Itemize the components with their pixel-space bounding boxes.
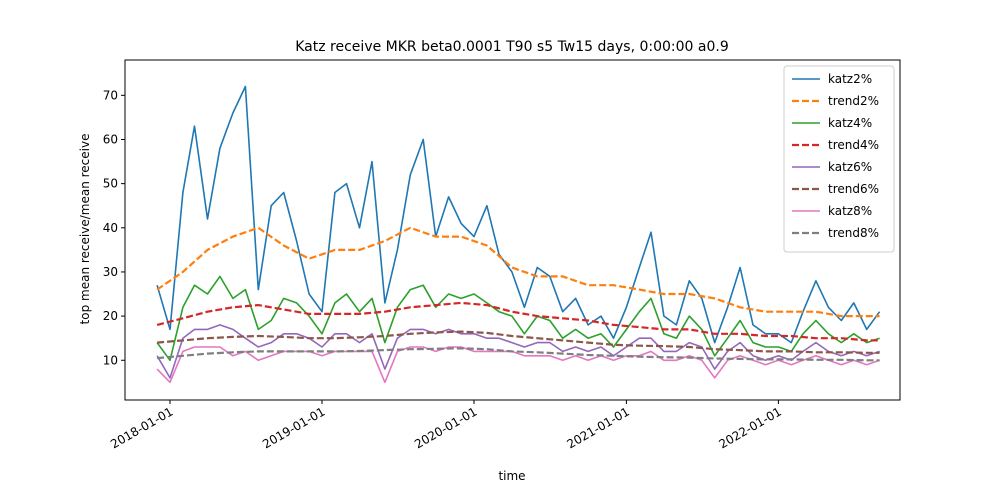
plot-frame <box>124 59 901 401</box>
series-line-trend2pct <box>156 226 880 318</box>
legend-label: trend8% <box>828 226 879 240</box>
series-line-katz2pct <box>156 85 881 344</box>
legend-label: trend2% <box>828 94 879 108</box>
x-axis-label: time <box>498 469 525 483</box>
chart-title: Katz receive MKR beta0.0001 T90 s5 Tw15 … <box>295 39 728 55</box>
series-line-katz8pct <box>156 346 880 384</box>
y-tick-label: 10 <box>103 353 118 367</box>
legend: katz2% trend2% katz4% trend4% katz6% trend6% k… <box>783 65 895 253</box>
legend-label: katz2% <box>828 72 872 86</box>
y-tick-label: 50 <box>103 177 118 191</box>
series-line-trend8pct <box>157 347 880 362</box>
y-tick-label: 60 <box>103 132 118 146</box>
y-tick-label: 70 <box>103 88 118 102</box>
legend-label: katz8% <box>828 204 872 218</box>
y-tick-label: 20 <box>103 309 118 323</box>
series-line-trend4pct <box>156 301 880 342</box>
legend-label: trend6% <box>828 182 879 196</box>
legend-label: trend4% <box>828 138 879 152</box>
series-line-katz6pct <box>156 324 880 379</box>
plot-area <box>156 85 881 384</box>
legend-box <box>783 65 895 253</box>
y-axis: 10 20 30 40 50 60 70 <box>103 88 125 367</box>
y-tick-label: 30 <box>103 265 118 279</box>
series-line-trend6pct <box>157 330 880 354</box>
y-tick-label: 40 <box>103 221 118 235</box>
legend-label: katz4% <box>828 116 872 130</box>
y-axis-label: top mean receive/mean receive <box>78 134 92 325</box>
legend-label: katz6% <box>828 160 872 174</box>
